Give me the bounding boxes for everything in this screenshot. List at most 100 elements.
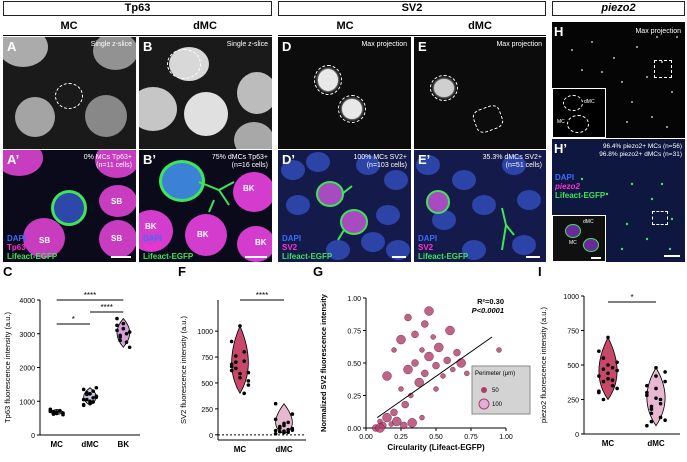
cell-outline <box>430 75 458 101</box>
y-tick-label: 1000 <box>197 329 213 336</box>
data-point <box>606 371 610 376</box>
y-tick-label: 500 <box>201 381 213 388</box>
data-point <box>382 371 392 381</box>
panel-note-b: Single z-slice <box>226 41 268 48</box>
data-point <box>85 397 89 402</box>
y-tick-label: 4000 <box>19 298 35 305</box>
nucleus <box>234 122 272 149</box>
legend-marker <box>478 398 490 410</box>
channel-dapi: DAPI <box>7 234 27 243</box>
data-point <box>645 393 649 398</box>
data-point <box>246 370 251 375</box>
x-tick-label: dMC <box>81 440 99 449</box>
micrograph-e-prime: E’ 35.3% dMCs SV2+ (n=51 cells) DAPI SV2 … <box>414 150 546 262</box>
data-point <box>81 387 86 392</box>
x-tick-label: BK <box>118 440 130 449</box>
panel-note-e-prime: 35.3% dMCs SV2+ (n=51 cells) <box>483 154 542 170</box>
y-tick-label: 1000 <box>563 294 579 301</box>
data-point <box>91 396 95 400</box>
scale-bar <box>664 255 680 257</box>
x-tick-label: 0.50 <box>429 434 443 441</box>
significance-label: * <box>630 293 633 302</box>
y-axis-label: SV2 fluorescence intensity (a.u.) <box>179 316 188 424</box>
legend-marker <box>481 387 487 393</box>
note-line: 0% MCs Tp63+ <box>83 154 132 161</box>
data-point <box>440 373 446 379</box>
label-bk: BK <box>145 222 157 231</box>
data-point <box>400 421 408 430</box>
data-point <box>382 412 392 423</box>
data-point <box>421 369 429 378</box>
data-point <box>424 306 434 316</box>
x-tick-label: dMC <box>275 445 293 454</box>
fit-line <box>376 336 493 419</box>
scale-bar <box>111 256 131 258</box>
note-line: 96.8% piezo2+ dMCs (n=31) <box>599 151 682 158</box>
data-point <box>286 420 290 425</box>
nucleus <box>237 72 272 114</box>
panel-letter-b: B <box>143 39 153 54</box>
data-point <box>615 368 619 373</box>
data-point <box>663 379 667 384</box>
panel-note-h-prime: 96.4% piezo2+ MCs (n=56) 96.8% piezo2+ dM… <box>599 143 682 159</box>
y-tick-label: 250 <box>201 407 213 414</box>
data-point <box>658 415 663 420</box>
data-point <box>601 367 606 371</box>
channel-dapi: DAPI <box>143 234 163 243</box>
data-point <box>430 334 436 340</box>
data-point <box>663 370 667 374</box>
data-point <box>610 378 615 382</box>
data-point <box>94 385 99 390</box>
label-bk: BK <box>255 238 267 247</box>
panel-letter-h: H <box>554 24 564 39</box>
micrograph-a-prime: A’ 0% MCs Tp63+ (n=11 cells) SB SB SB DAP… <box>3 150 136 262</box>
channel-lifeact: Lifeact-EGFP <box>418 252 469 261</box>
header-sv2: SV2 <box>278 1 546 16</box>
micrograph-b-prime: B’ 75% dMCs Tp63+ (n=16 cells) BK BK BK B… <box>139 150 272 262</box>
legend-label: 50 <box>492 388 499 394</box>
panel-letter-h-prime: H’ <box>554 141 567 156</box>
data-point <box>645 390 649 395</box>
cell-outline <box>167 49 201 79</box>
chart-f: 0 250 500 750 1000 SV2 fluorescence intensity… <box>179 291 306 454</box>
nucleus <box>85 95 127 137</box>
annotation-p: P<0.0001 <box>472 306 504 315</box>
data-point <box>121 326 126 331</box>
y-tick-label: 500 <box>567 363 579 370</box>
y-axis-label: Normalized SV2 fluorescence intensity <box>319 293 328 432</box>
data-point <box>391 347 397 353</box>
significance-label: **** <box>256 291 268 300</box>
data-point <box>91 400 95 404</box>
data-point <box>411 359 419 367</box>
note-line: (n=16 cells) <box>231 162 268 169</box>
data-point <box>242 391 246 396</box>
note-line: 100% MCs SV2+ <box>353 154 408 161</box>
violin-MC <box>231 324 249 395</box>
inset-label-mc: MC <box>569 240 577 246</box>
data-point <box>654 386 658 391</box>
chart-c: 0 1000 2000 3000 4000 Tp63 fluorescence inten… <box>3 291 140 449</box>
cell-outline <box>55 83 83 109</box>
data-point <box>390 408 398 417</box>
data-point <box>496 347 502 353</box>
data-point <box>273 417 278 422</box>
channel-tp63: Tp63 <box>143 243 162 252</box>
merkel-cell <box>51 190 87 226</box>
label-sb: SB <box>39 236 51 245</box>
panel-letter-a-prime: A’ <box>7 152 20 167</box>
data-point <box>610 365 615 370</box>
data-point <box>278 429 282 434</box>
data-point <box>658 397 663 402</box>
micrograph-h: dMC MC H Max projection <box>552 22 685 138</box>
annotation-r2: R²=0.30 <box>477 297 504 306</box>
legend-label: 100 <box>492 402 503 408</box>
label-bk: BK <box>197 230 209 239</box>
data-point <box>601 397 606 402</box>
channel-lifeact: Lifeact-EGFP <box>143 252 194 261</box>
data-point <box>464 370 470 377</box>
nucleus <box>99 185 136 217</box>
inset: dMC MC <box>552 88 606 138</box>
data-point <box>433 386 439 392</box>
y-tick-label: 750 <box>567 329 579 336</box>
cell-outline <box>567 115 589 133</box>
